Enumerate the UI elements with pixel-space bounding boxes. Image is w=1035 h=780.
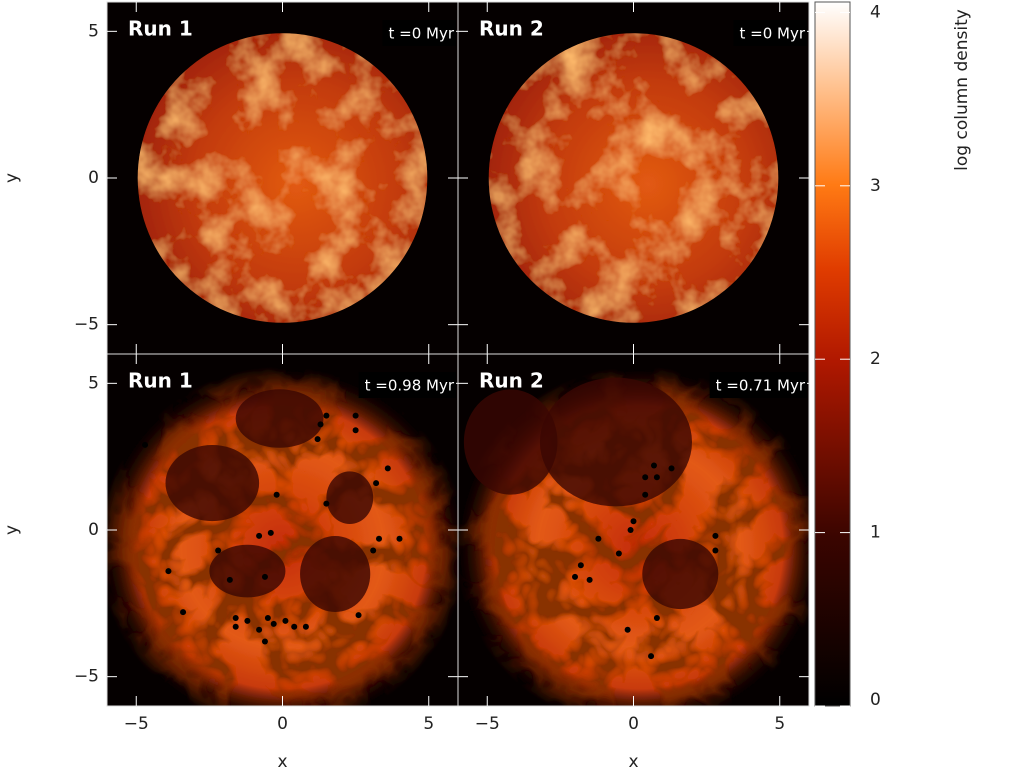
sink-particle [291,623,298,630]
sink-particle [642,491,649,498]
x-tick-label: 5 [774,714,785,734]
sink-particle [653,474,660,481]
sink-particle [668,465,675,472]
panel-title: Run 1 [128,369,193,393]
y-axis-label: y [2,525,22,535]
sink-particle [165,568,172,575]
sink-particle [282,617,289,624]
sink-particle [352,412,359,419]
y-tick-label: −5 [74,667,99,687]
panel-title: Run 1 [128,17,193,41]
sink-particle [396,535,403,542]
sink-particle [653,615,660,621]
sink-particle [273,491,280,498]
sink-particle [712,532,719,539]
sink-particle [373,480,380,487]
annotation: t =0.98 Myr [365,377,455,395]
sink-particle [384,465,391,472]
panel-title: Run 2 [479,17,544,41]
sink-particle [650,462,657,469]
annotation: t =0 Myr [739,25,805,43]
cavity [300,535,371,613]
panel [458,354,809,706]
colorbar-tick-label: 0 [870,690,881,710]
x-tick-label: 0 [628,714,639,734]
panel [458,2,809,354]
y-tick-label: 5 [88,373,99,393]
sink-particle [370,547,377,554]
y-tick-label: −5 [74,315,99,335]
sink-particle [352,427,359,434]
cavity [165,445,260,522]
sink-particle [615,550,622,557]
x-tick-label: −5 [475,714,500,734]
y-tick-label: 5 [88,21,99,41]
sink-particle [232,615,239,621]
sink-particle [232,623,239,630]
y-axis-label: y [2,173,22,183]
sink-particle [648,653,655,660]
sink-particle [323,412,330,419]
annotation: t =0.71 Myr [716,377,806,395]
sink-particle [215,547,222,554]
cavity [463,389,558,495]
density-disc [488,33,779,323]
sink-particle [261,638,268,645]
sink-particle [256,532,263,539]
y-tick-label: 0 [88,168,99,188]
sink-particle [180,609,187,616]
colorbar-tick-label: 3 [870,176,881,196]
sink-particle [577,562,584,569]
sink-particle [355,612,362,619]
sink-particle [244,617,251,624]
sink-particle [642,474,649,481]
density-disc [137,33,428,323]
y-tick-label: 0 [88,520,99,540]
colorbar [814,1,851,707]
sink-particle [624,626,631,633]
sink-particle [572,573,578,580]
sink-particle [323,500,330,507]
sink-particle [261,573,268,580]
x-tick-label: 5 [423,714,434,734]
annotation-box [709,372,807,398]
cavity [209,544,286,598]
colorbar-tick-label: 1 [870,523,881,543]
sink-particle [314,436,321,443]
x-axis-label: x [628,752,638,772]
sink-particle [256,626,263,633]
sink-particle [712,547,719,554]
x-axis-label: x [277,752,287,772]
sink-particle [627,527,634,533]
colorbar-label: log column density [952,9,972,171]
cavity [539,377,692,507]
cavity [235,389,324,448]
sink-particle [142,441,149,448]
annotation: t =0 Myr [388,25,454,43]
sink-particle [586,576,593,583]
x-tick-label: −5 [124,714,149,734]
annotation-box [733,20,807,46]
sink-particle [630,518,637,525]
sink-particle [302,623,309,630]
panel-title: Run 2 [479,369,544,393]
x-tick-label: 0 [277,714,288,734]
sink-particle [270,620,277,627]
sink-particle [595,535,602,542]
cavity [326,471,374,525]
colorbar-tick-label: 4 [870,2,881,22]
annotation-box [382,20,456,46]
annotation-box [358,372,456,398]
sink-particle [376,535,383,542]
sink-particle [267,529,274,536]
sink-particle [264,615,271,621]
sink-particle [317,421,324,428]
panel [107,354,458,706]
panel [107,2,458,354]
cavity [642,538,719,610]
colorbar-tick-label: 2 [870,349,881,369]
sink-particle [226,576,233,583]
